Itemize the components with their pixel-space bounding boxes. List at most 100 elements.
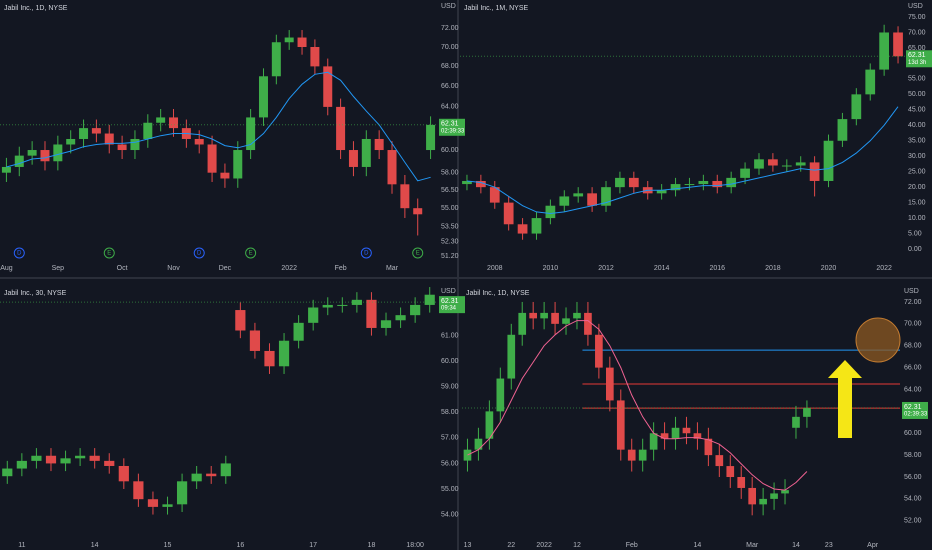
candle-body — [278, 340, 290, 367]
candle-body — [293, 322, 304, 341]
countdown-label: 09:34 — [441, 306, 457, 312]
y-tick-label: 53.50 — [441, 224, 459, 231]
x-tick-label: 17 — [309, 542, 317, 549]
y-tick-label: 0.00 — [908, 246, 922, 253]
axis-unit: USD — [441, 3, 456, 10]
candle-body — [503, 202, 514, 225]
x-tick-label: 2014 — [654, 265, 670, 272]
axis-unit: USD — [904, 288, 919, 295]
candle-body — [233, 150, 243, 179]
x-tick-label: 14 — [91, 542, 99, 549]
x-tick-label: 2008 — [487, 265, 503, 272]
x-tick-label: 18 — [368, 542, 376, 549]
x-tick-label: Sep — [52, 265, 65, 272]
candle-body — [768, 159, 778, 166]
candle-body — [220, 172, 230, 179]
candle-body — [118, 465, 129, 482]
candle-body — [2, 468, 13, 477]
x-tick-label: Dec — [219, 265, 232, 272]
candle-body — [246, 117, 256, 151]
candle-body — [1, 166, 11, 173]
y-tick-label: 55.00 — [441, 486, 459, 493]
candle-body — [684, 184, 695, 186]
candle-body — [176, 481, 188, 505]
candle-body — [31, 455, 42, 461]
candle-body — [380, 320, 392, 328]
x-tick-label: 14 — [694, 542, 702, 549]
candle-body — [770, 493, 778, 499]
candle-body — [66, 138, 76, 145]
candle-body — [726, 466, 735, 478]
candle-body — [601, 187, 611, 206]
last-price-box — [439, 118, 465, 136]
candle-body — [893, 32, 903, 57]
candle-body — [249, 330, 261, 351]
candle-body — [323, 66, 333, 107]
y-tick-label: 72.00 — [904, 299, 922, 306]
event-label: E — [249, 251, 253, 257]
candle-body — [162, 504, 173, 507]
candle-body — [53, 144, 63, 162]
arrow — [828, 360, 862, 438]
x-tick-label: 11 — [18, 542, 25, 549]
candle-body — [395, 315, 406, 321]
x-tick-label: 2022 — [876, 265, 892, 272]
candle-body — [628, 177, 639, 188]
candle-body — [517, 224, 528, 234]
x-tick-label: 12 — [573, 542, 581, 549]
candle-body — [809, 162, 820, 181]
candle-body — [336, 106, 346, 151]
event-label: E — [107, 251, 111, 257]
y-tick-label: 5.00 — [908, 230, 922, 237]
candle-body — [562, 318, 570, 324]
candle-body — [748, 487, 757, 505]
candle-body — [89, 455, 100, 461]
candle-body — [130, 138, 140, 151]
candle-body — [865, 69, 876, 95]
moving-average — [467, 320, 808, 491]
last-price-box — [439, 296, 465, 314]
candle-body — [60, 458, 71, 464]
x-tick-label: 18:00 — [406, 542, 424, 549]
candle-body — [670, 184, 681, 191]
candle-body — [297, 37, 307, 48]
candle-body — [693, 433, 702, 439]
candle-body — [75, 455, 86, 459]
candle-body — [91, 128, 101, 134]
y-tick-label: 57.00 — [441, 435, 459, 442]
candle-body — [194, 138, 204, 145]
y-tick-label: 56.00 — [441, 460, 459, 467]
last-price-label: 62.31 — [441, 298, 459, 305]
moving-average — [6, 71, 431, 182]
event-label: E — [416, 251, 420, 257]
x-tick-label: 2012 — [598, 265, 614, 272]
chart-title: Jabil Inc., 1D, NYSE — [466, 290, 530, 297]
candle-body — [781, 165, 792, 167]
y-tick-label: 55.00 — [441, 205, 459, 212]
x-tick-label: 2018 — [765, 265, 781, 272]
candle-body — [605, 367, 614, 401]
candle-body — [147, 499, 159, 507]
x-tick-label: 23 — [825, 542, 833, 549]
event-marker — [412, 247, 424, 259]
candle-body — [616, 400, 625, 450]
y-tick-label: 64.00 — [904, 386, 922, 393]
candle-body — [27, 150, 37, 156]
candle-body — [169, 117, 179, 129]
last-price-box — [902, 401, 928, 419]
y-tick-label: 60.00 — [441, 147, 459, 154]
x-tick-label: 2010 — [543, 265, 559, 272]
candle-body — [518, 312, 527, 335]
candle-body — [754, 159, 764, 169]
candle-body — [660, 433, 669, 439]
y-tick-label: 56.50 — [441, 187, 459, 194]
candle-body — [638, 449, 647, 461]
y-tick-label: 70.00 — [904, 321, 922, 328]
y-tick-label: 40.00 — [908, 122, 926, 129]
y-tick-label: 65.00 — [908, 45, 926, 52]
candle-body — [45, 455, 57, 464]
y-tick-label: 68.00 — [904, 343, 922, 350]
candle-body — [737, 477, 746, 488]
y-tick-label: 52.30 — [441, 239, 459, 246]
